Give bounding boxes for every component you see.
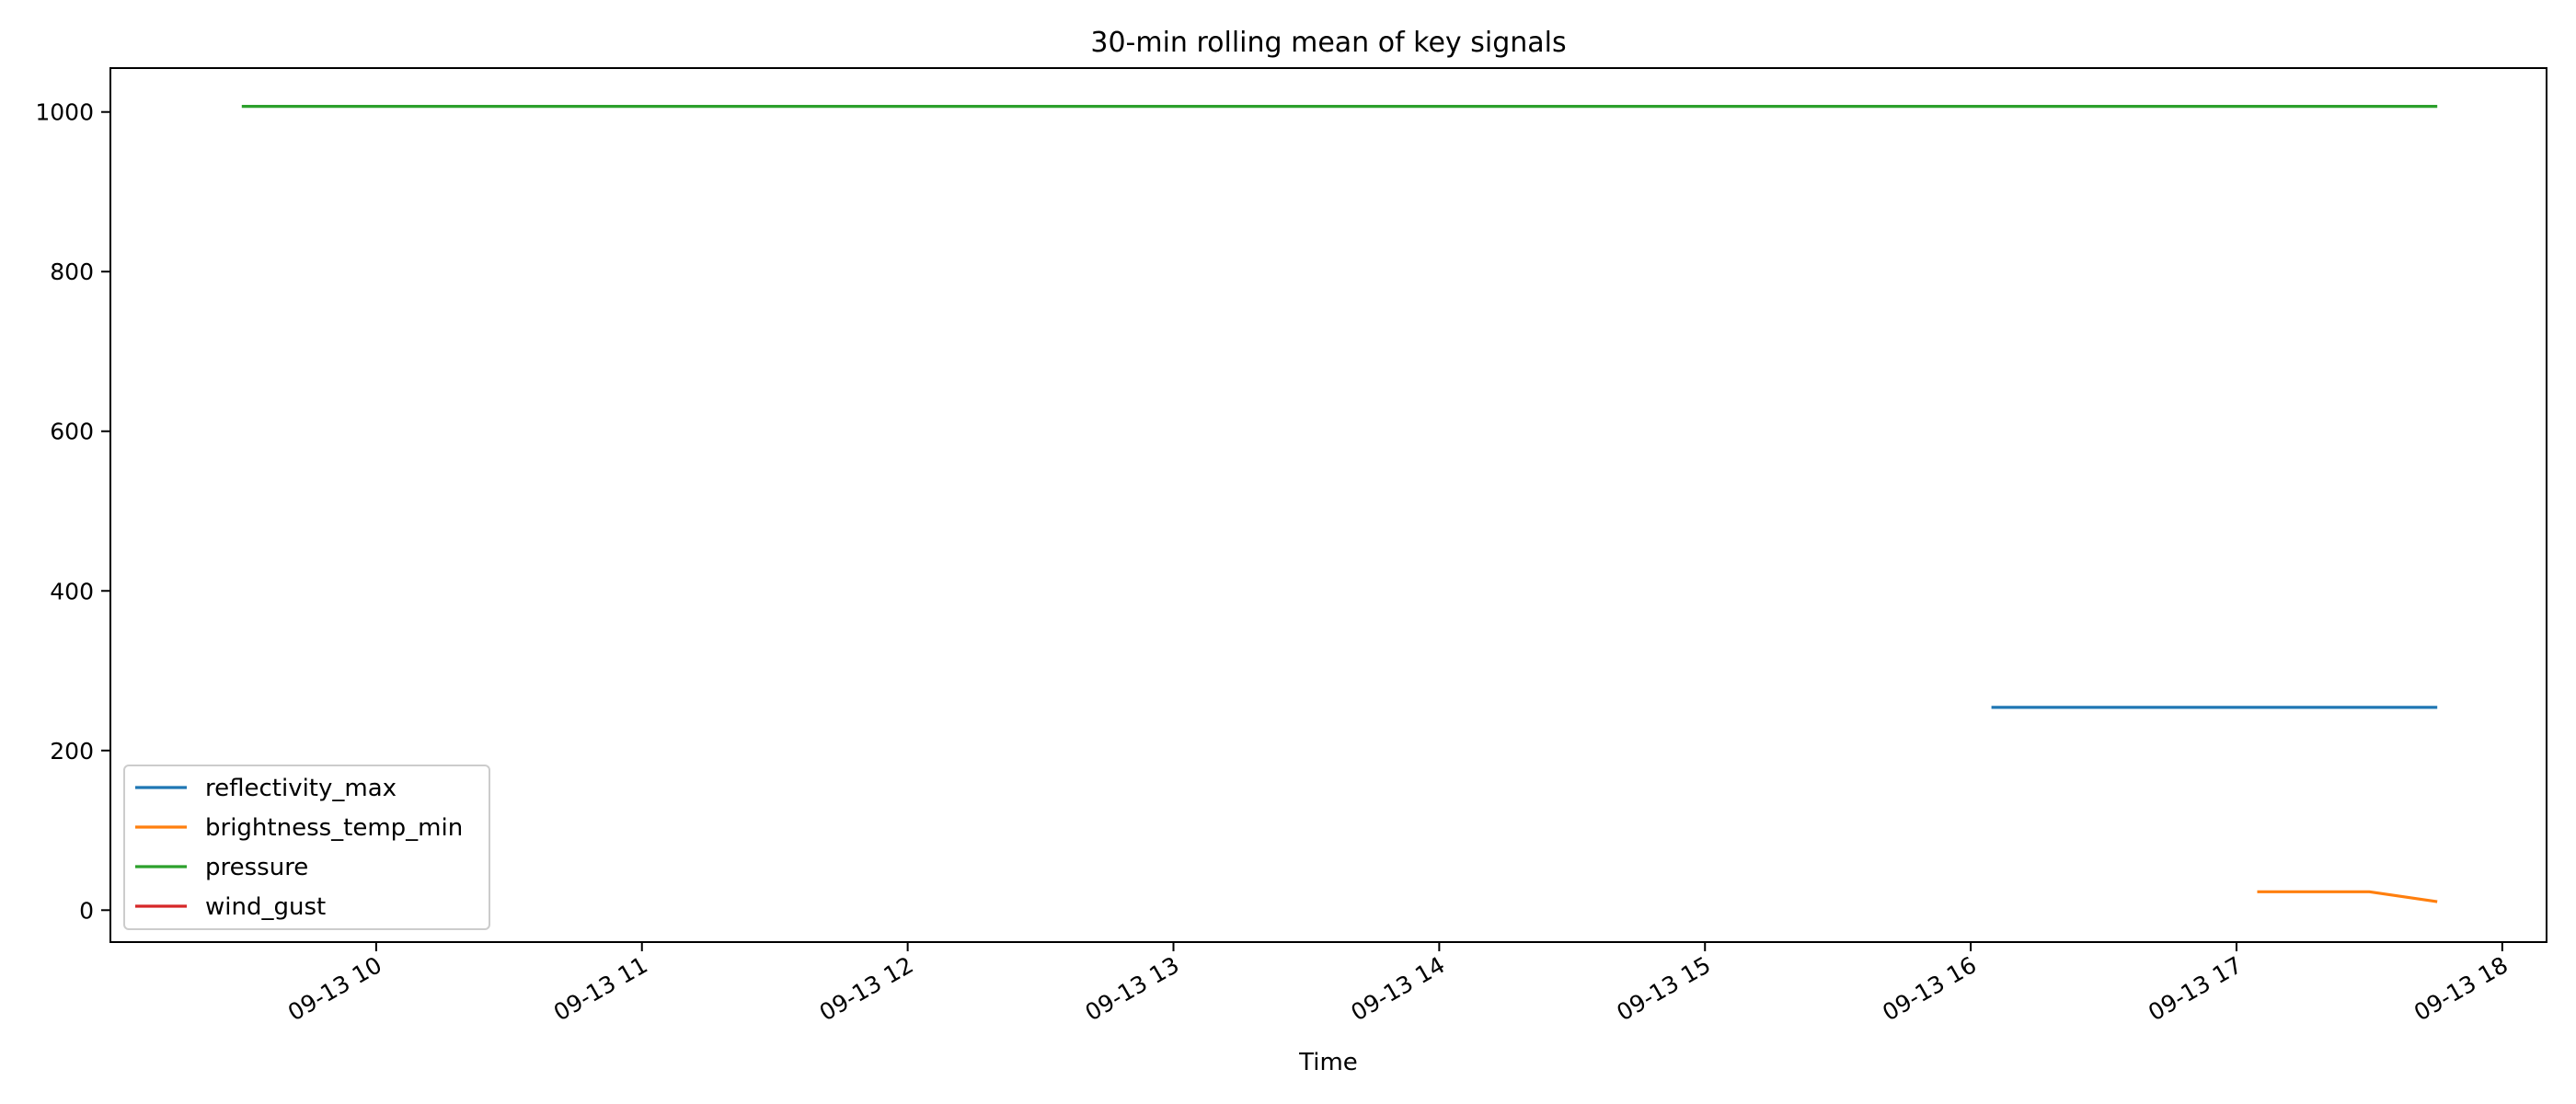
y-tick-label: 200 [50, 738, 94, 765]
chart-title: 30-min rolling mean of key signals [1090, 27, 1566, 59]
y-tick-label: 800 [50, 259, 94, 285]
legend-box [123, 765, 490, 930]
legend-label-wind-gust: wind_gust [205, 893, 326, 921]
y-tick-label: 1000 [35, 99, 94, 126]
axes-frame [109, 67, 2547, 943]
y-tick-label: 0 [79, 897, 94, 924]
y-tick-label: 400 [50, 578, 94, 604]
legend-label-brightness-temp-min: brightness_temp_min [205, 814, 463, 842]
legend: reflectivity_max brightness_temp_minpress… [123, 765, 490, 930]
y-tick-label: 600 [50, 419, 94, 445]
x-axis-label: Time [1298, 1049, 1358, 1076]
legend-label-pressure: pressure [205, 854, 308, 881]
series-line-brightness-temp-min [2257, 890, 2438, 903]
legend-label-reflectivity-max: reflectivity_max [205, 775, 397, 802]
